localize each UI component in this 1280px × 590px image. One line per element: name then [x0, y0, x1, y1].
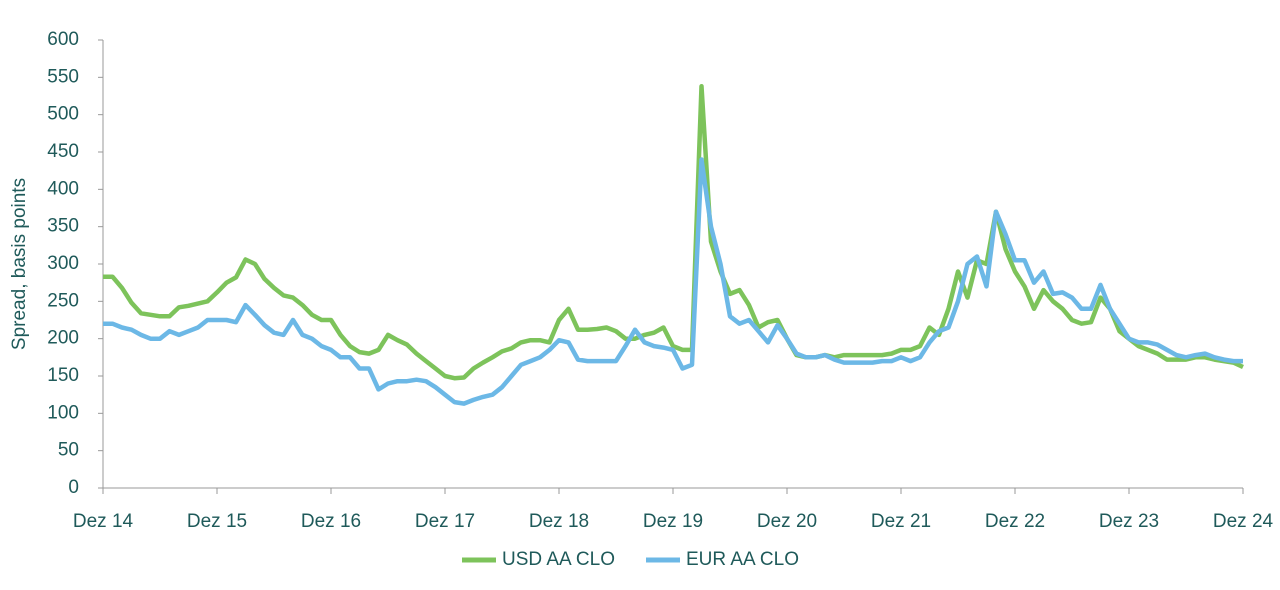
- legend-label: EUR AA CLO: [686, 549, 799, 570]
- x-tick-label: Dez 14: [73, 511, 134, 532]
- y-tick-label: 400: [47, 178, 79, 199]
- x-tick-label: Dez 15: [187, 511, 247, 532]
- y-tick-label: 350: [47, 216, 79, 237]
- y-tick-label: 0: [68, 477, 79, 498]
- y-tick-label: 550: [47, 66, 79, 87]
- y-tick-label: 250: [47, 290, 79, 311]
- x-tick-label: Dez 24: [1213, 511, 1274, 532]
- x-tick-label: Dez 20: [757, 511, 817, 532]
- y-tick-label: 150: [47, 365, 79, 386]
- legend-label: USD AA CLO: [502, 549, 615, 570]
- x-tick-label: Dez 16: [301, 511, 361, 532]
- y-tick-label: 300: [47, 253, 79, 274]
- series-line: [103, 84, 1244, 381]
- y-tick-label: 50: [58, 440, 79, 461]
- y-tick-label: 450: [47, 141, 79, 162]
- x-tick-label: Dez 23: [1099, 511, 1159, 532]
- y-tick-label: 600: [47, 29, 79, 50]
- x-tick-label: Dez 21: [871, 511, 931, 532]
- y-tick-label: 100: [47, 402, 79, 423]
- x-tick-label: Dez 19: [643, 511, 703, 532]
- x-tick-label: Dez 22: [985, 511, 1045, 532]
- y-tick-label: 200: [47, 328, 79, 349]
- x-tick-label: Dez 18: [529, 511, 589, 532]
- y-tick-label: 500: [47, 104, 79, 125]
- x-tick-label: Dez 17: [415, 511, 475, 532]
- y-axis-label: Spread, basis points: [9, 178, 30, 350]
- series-line: [103, 157, 1243, 406]
